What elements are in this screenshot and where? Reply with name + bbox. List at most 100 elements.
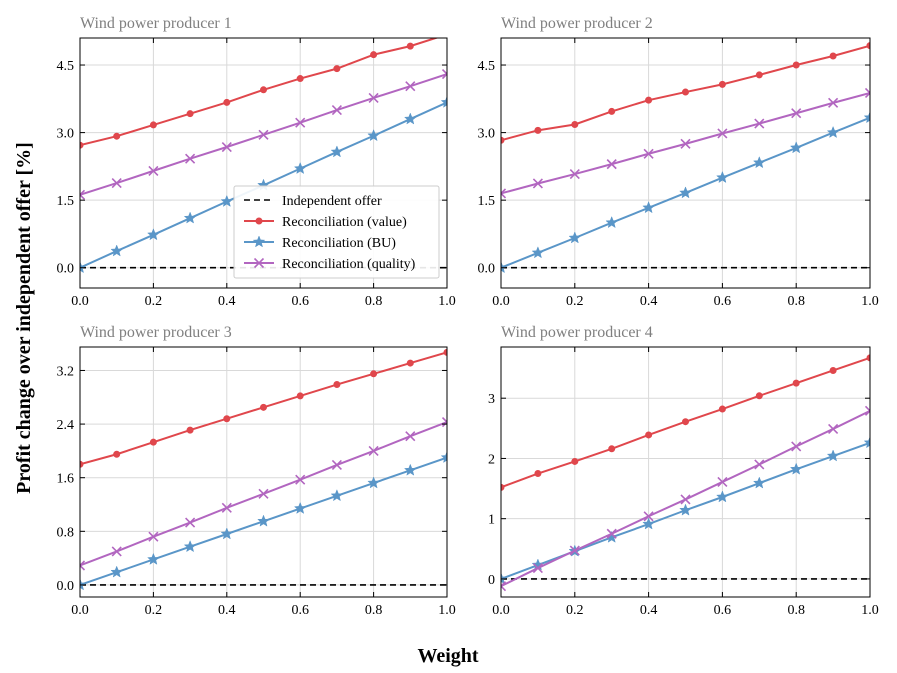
- data-point-value: [608, 107, 616, 115]
- data-point-bu: [257, 514, 270, 527]
- data-point-quality: [405, 81, 416, 92]
- data-point-value: [571, 120, 579, 128]
- data-point-value: [260, 86, 267, 94]
- legend-marker: [253, 257, 265, 269]
- data-point-value: [296, 392, 304, 400]
- data-point-bu: [679, 186, 692, 199]
- x-tick-label: 1.0: [861, 294, 879, 309]
- data-point-quality: [368, 445, 379, 456]
- data-point-value: [113, 132, 121, 140]
- data-point-bu: [183, 211, 197, 224]
- axes-frame: [79, 37, 448, 289]
- data-point-quality: [532, 178, 543, 189]
- y-tick-label: 1.6: [57, 472, 75, 487]
- x-tick-label: 0.4: [218, 603, 236, 618]
- data-point-bu: [789, 462, 803, 475]
- grid: [500, 38, 871, 288]
- data-point-value: [718, 80, 726, 88]
- data-point-bu: [220, 194, 234, 207]
- data-point-quality: [258, 129, 269, 140]
- panel-2: Wind power producer 20.0 0.2 0.4 0.6 0.8 1.00…: [478, 15, 879, 309]
- data-point-value: [682, 418, 689, 426]
- data-point-value: [866, 354, 870, 362]
- y-axis-label: Profit change over independent offer [%]: [13, 142, 35, 494]
- data-point-value: [792, 379, 800, 387]
- data-point-quality: [111, 177, 122, 189]
- legend-entry-value: Reconciliation (value): [244, 215, 407, 230]
- data-point-quality: [828, 97, 839, 108]
- data-point-quality: [643, 511, 654, 522]
- legend-entry-bu: Reconciliation (BU): [244, 235, 396, 251]
- data-point-value: [534, 126, 542, 134]
- series-group: [501, 354, 870, 592]
- y-tick-label: 0.0: [57, 579, 75, 594]
- data-point-value: [501, 136, 505, 144]
- data-point-value: [829, 52, 837, 60]
- y-tick-label: 2: [488, 452, 495, 467]
- x-tick-label: 1.0: [861, 603, 879, 618]
- x-tick-label: 0.6: [291, 294, 309, 309]
- x-tick-label: 0.6: [291, 603, 309, 618]
- data-point-bu: [642, 201, 655, 214]
- y-tick-label: 3.0: [57, 127, 75, 142]
- data-point-bu: [716, 490, 729, 503]
- panel-title: Wind power producer 4: [501, 324, 653, 341]
- data-point-value: [866, 42, 870, 50]
- legend-marker: [255, 217, 263, 225]
- data-point-value: [792, 61, 800, 69]
- y-tick-label: 4.5: [478, 59, 496, 74]
- legend-entry-independent: Independent offer: [244, 194, 382, 209]
- data-point-value: [149, 438, 157, 446]
- data-point-bu: [367, 129, 380, 142]
- data-point-quality: [258, 488, 269, 499]
- data-point-bu: [440, 95, 447, 108]
- legend-label: Reconciliation (BU): [282, 236, 396, 251]
- data-point-bu: [863, 111, 870, 124]
- ticks: 0.0 0.2 0.4 0.6 0.8 1.0 0 1 2 3: [488, 347, 879, 618]
- x-tick-label: 0.6: [714, 603, 732, 618]
- data-point-bu: [501, 261, 508, 274]
- data-point-value: [260, 403, 267, 411]
- y-tick-label: 3.2: [57, 364, 75, 379]
- data-point-quality: [606, 528, 617, 539]
- data-point-value: [406, 359, 414, 367]
- data-point-bu: [330, 145, 344, 158]
- x-tick-label: 0.8: [787, 603, 805, 618]
- data-point-quality: [185, 517, 196, 528]
- data-point-bu: [440, 450, 447, 463]
- data-point-bu: [501, 572, 508, 585]
- data-point-bu: [752, 156, 766, 169]
- data-point-bu: [147, 552, 160, 565]
- x-tick-label: 0.8: [787, 294, 805, 309]
- x-tick-label: 0.4: [218, 294, 236, 309]
- series-group: [501, 42, 870, 274]
- data-point-value: [113, 450, 121, 458]
- x-tick-label: 0.8: [365, 603, 383, 618]
- data-point-value: [223, 98, 231, 106]
- data-point-value: [149, 121, 157, 129]
- panel-title: Wind power producer 3: [80, 324, 232, 341]
- data-point-bu: [403, 463, 417, 476]
- x-tick-label: 0.0: [71, 294, 89, 309]
- data-point-quality: [717, 476, 728, 488]
- x-tick-label: 0.6: [714, 294, 732, 309]
- data-point-value: [645, 96, 653, 104]
- data-point-quality: [569, 545, 580, 556]
- data-point-value: [443, 348, 447, 356]
- data-point-value: [370, 370, 378, 378]
- data-point-bu: [826, 125, 840, 139]
- data-point-bu: [330, 489, 344, 502]
- data-point-quality: [680, 494, 691, 505]
- data-point-quality: [791, 108, 802, 119]
- x-tick-label: 0.2: [145, 603, 163, 618]
- data-point-bu: [403, 112, 417, 125]
- data-point-quality: [148, 531, 159, 542]
- data-point-value: [296, 75, 304, 83]
- data-point-bu: [293, 501, 307, 514]
- data-point-value: [406, 42, 414, 50]
- axes-frame: [79, 346, 448, 598]
- x-tick-label: 1.0: [438, 294, 456, 309]
- data-point-bu: [80, 261, 87, 274]
- data-point-quality: [405, 431, 416, 442]
- data-point-value: [370, 51, 378, 59]
